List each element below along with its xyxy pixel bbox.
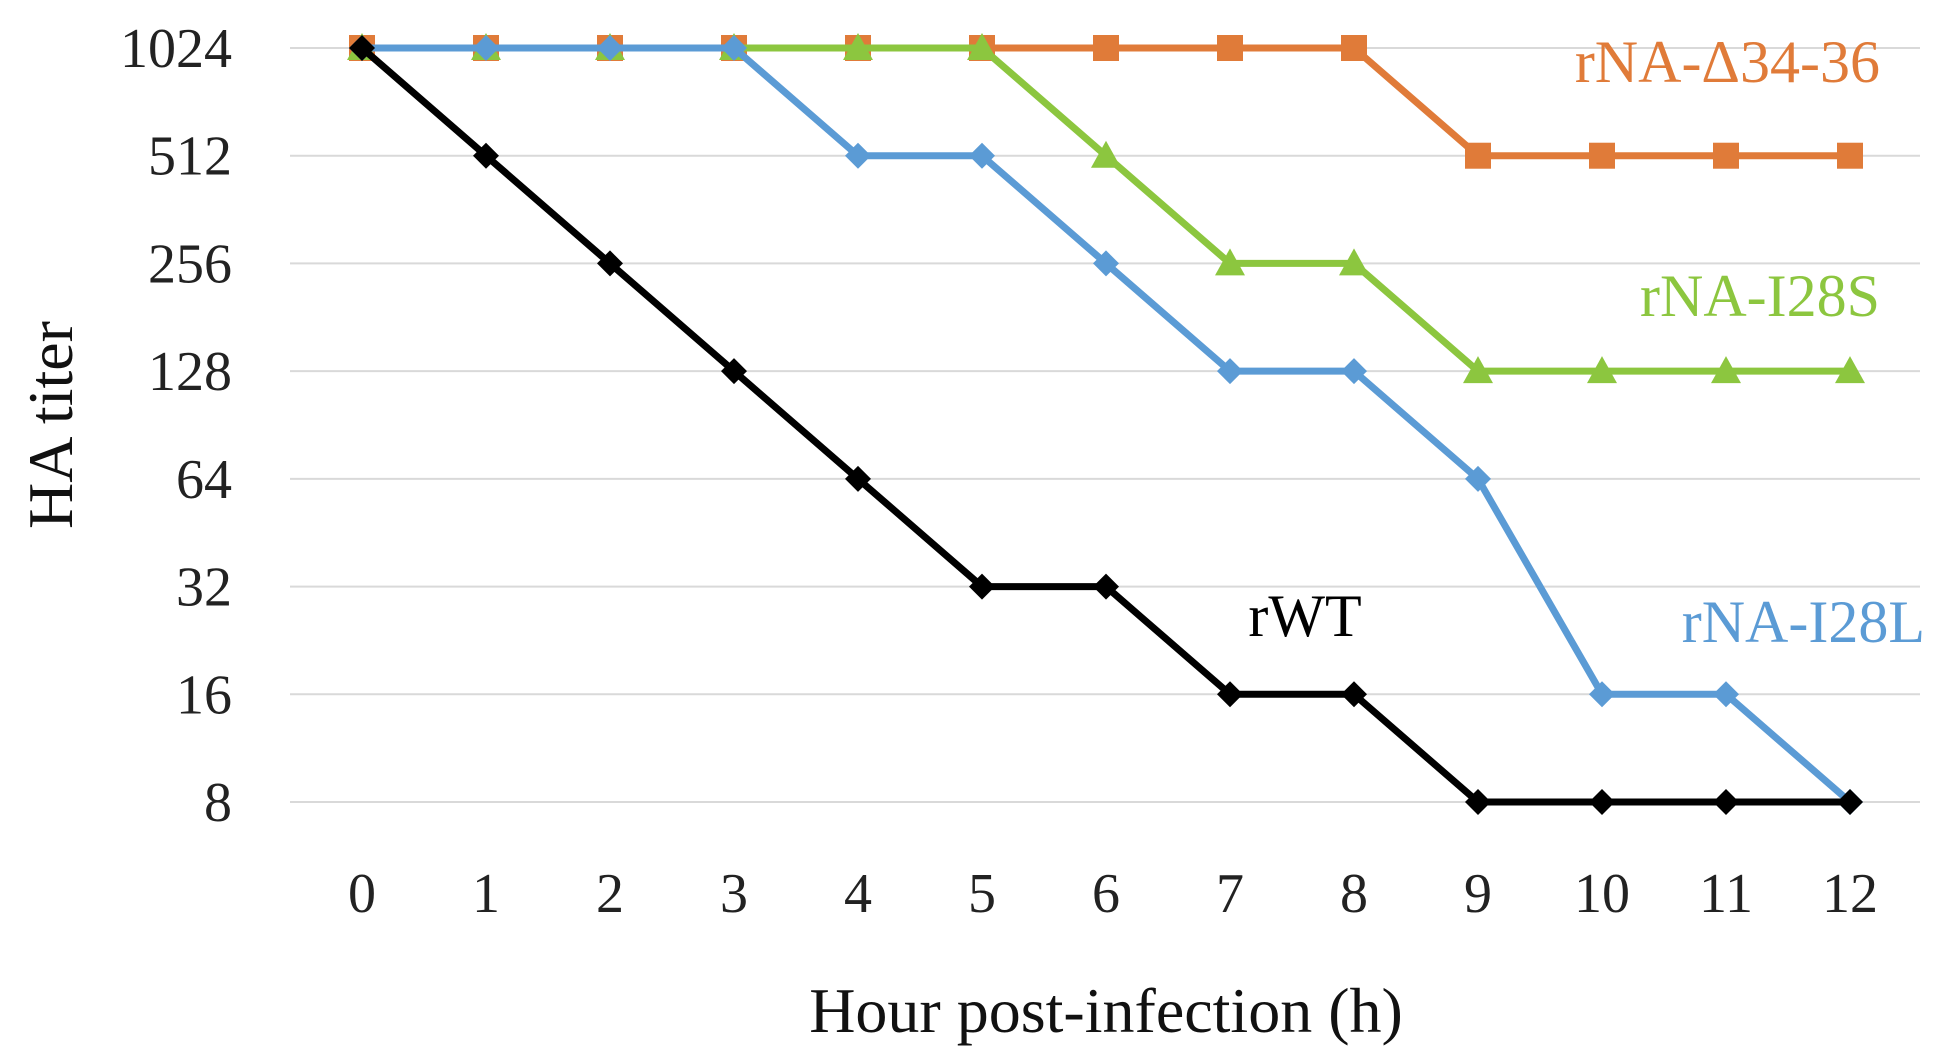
y-tick-label-64: 64 xyxy=(176,449,232,511)
y-tick-label-32: 32 xyxy=(176,557,232,619)
series-label-rna-i28s: rNA-I28S xyxy=(1640,263,1880,329)
data-point-rna-i28l-10 xyxy=(1589,681,1615,708)
data-point-rna-34-36-8 xyxy=(1341,35,1367,61)
x-tick-label-4: 4 xyxy=(844,863,872,925)
data-point-rwt-0 xyxy=(349,35,375,61)
y-tick-label-256: 256 xyxy=(148,233,232,295)
series-label-rna-34-36: rNA-Δ34-36 xyxy=(1575,29,1880,95)
data-point-rwt-10 xyxy=(1589,789,1615,815)
data-point-rna-i28l-5 xyxy=(969,142,995,169)
series-line-rna-i28s xyxy=(358,44,1854,375)
data-point-rna-i28s-9 xyxy=(1463,356,1493,384)
data-point-rna-i28s-8 xyxy=(1339,248,1369,276)
y-tick-label-16: 16 xyxy=(176,664,232,726)
data-point-rwt-12 xyxy=(1837,789,1863,815)
series-rwt xyxy=(349,35,1863,815)
data-point-rna-i28l-1 xyxy=(473,35,499,61)
x-axis-tick-labels: 0 1 2 3 4 5 6 7 8 9 10 11 12 xyxy=(348,863,1878,925)
data-point-rna-i28s-11 xyxy=(1711,356,1741,384)
data-point-rwt-4 xyxy=(845,465,871,492)
data-point-rwt-9 xyxy=(1465,789,1491,815)
x-tick-label-12: 12 xyxy=(1822,863,1878,925)
data-point-rwt-11 xyxy=(1713,789,1739,815)
data-point-rna-i28l-4 xyxy=(845,142,871,169)
data-point-rwt-6 xyxy=(1093,573,1119,600)
data-point-rwt-7 xyxy=(1217,681,1243,708)
data-point-rwt-3 xyxy=(721,358,747,385)
series-label-rna-i28l: rNA-I28L xyxy=(1682,589,1925,655)
data-point-rna-i28l-11 xyxy=(1713,681,1739,708)
y-axis-title: HA titer xyxy=(15,321,86,529)
x-tick-label-6: 6 xyxy=(1092,863,1120,925)
data-point-rna-34-36-11 xyxy=(1713,142,1739,169)
data-point-rna-34-36-6 xyxy=(1093,35,1119,61)
data-point-rna-34-36-12 xyxy=(1837,142,1863,169)
x-tick-label-10: 10 xyxy=(1574,863,1630,925)
y-axis-tick-labels: 8 16 32 64 128 256 512 1024 xyxy=(120,18,232,834)
x-tick-label-5: 5 xyxy=(968,863,996,925)
x-tick-label-3: 3 xyxy=(720,863,748,925)
x-tick-label-8: 8 xyxy=(1340,863,1368,925)
y-tick-label-512: 512 xyxy=(148,126,232,188)
data-point-rna-i28l-3 xyxy=(721,35,747,61)
x-tick-label-9: 9 xyxy=(1464,863,1492,925)
y-tick-label-1024: 1024 xyxy=(120,18,232,80)
x-tick-label-2: 2 xyxy=(596,863,624,925)
data-point-rna-i28l-7 xyxy=(1217,358,1243,385)
data-point-rna-34-36-7 xyxy=(1217,35,1243,61)
data-point-rwt-8 xyxy=(1341,681,1367,708)
data-point-rna-i28s-5 xyxy=(967,33,997,60)
x-axis-title: Hour post-infection (h) xyxy=(809,975,1403,1046)
data-point-rwt-1 xyxy=(473,142,499,169)
data-point-rna-i28s-4 xyxy=(843,33,873,60)
data-point-rna-i28l-8 xyxy=(1341,358,1367,385)
x-tick-label-11: 11 xyxy=(1699,863,1753,925)
data-point-rna-i28l-9 xyxy=(1465,465,1491,492)
data-point-rna-34-36-9 xyxy=(1465,142,1491,169)
data-point-rna-i28s-7 xyxy=(1215,248,1245,276)
data-point-rna-i28l-6 xyxy=(1093,250,1119,277)
data-point-rna-i28l-2 xyxy=(597,35,623,61)
data-point-rna-i28s-6 xyxy=(1091,140,1121,168)
x-tick-label-0: 0 xyxy=(348,863,376,925)
data-point-rna-i28s-10 xyxy=(1587,356,1617,384)
data-point-rwt-5 xyxy=(969,573,995,600)
data-point-rna-i28s-12 xyxy=(1835,356,1865,384)
series-lines xyxy=(347,33,1865,815)
data-point-rna-34-36-10 xyxy=(1589,142,1615,169)
series-labels: rNA-Δ34-36 rNA-I28S rNA-I28L rWT xyxy=(1248,29,1925,655)
series-label-rwt: rWT xyxy=(1248,583,1361,649)
x-tick-label-1: 1 xyxy=(472,863,500,925)
x-tick-label-7: 7 xyxy=(1216,863,1244,925)
data-point-rwt-2 xyxy=(597,250,623,277)
y-tick-label-128: 128 xyxy=(148,341,232,403)
y-tick-label-8: 8 xyxy=(204,772,232,834)
